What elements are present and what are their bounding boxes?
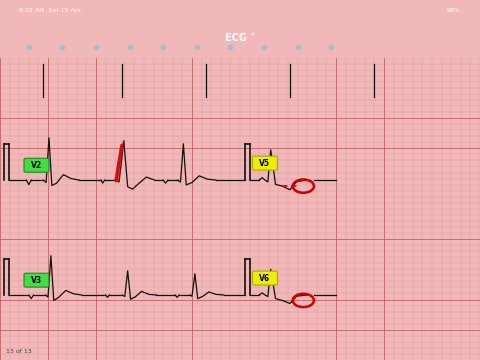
Text: V5: V5 [260,159,270,168]
FancyBboxPatch shape [24,158,49,172]
FancyBboxPatch shape [24,273,49,287]
FancyBboxPatch shape [252,156,277,170]
Text: 98%: 98% [447,8,461,13]
Text: V6: V6 [259,274,271,283]
Text: 13 of 13: 13 of 13 [6,349,32,354]
FancyBboxPatch shape [252,271,277,285]
Text: 6:12 AM  Sat 15 Apr: 6:12 AM Sat 15 Apr [19,8,82,13]
Text: V3: V3 [31,276,42,285]
Polygon shape [115,141,124,182]
Text: ECG ˅: ECG ˅ [225,33,255,43]
Text: V2: V2 [31,161,42,170]
